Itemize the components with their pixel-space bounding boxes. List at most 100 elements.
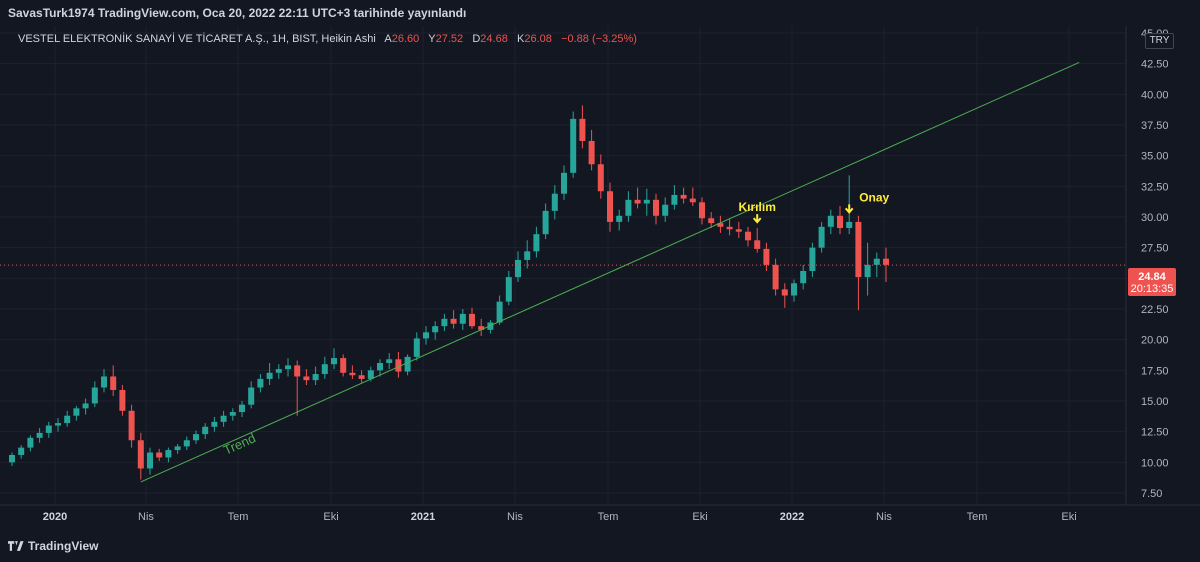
low-value: 24.68: [480, 33, 508, 45]
candle-body: [883, 258, 889, 265]
candle-body: [266, 372, 273, 379]
low-label: D: [472, 33, 481, 45]
candle-body: [864, 264, 871, 278]
candle-body: [202, 426, 209, 435]
trendline: [140, 61, 1080, 483]
high-value: 27.52: [435, 33, 464, 45]
footer-bar: [0, 530, 1200, 562]
tradingview-brand-text: TradingView: [28, 539, 99, 553]
candle-body: [211, 421, 218, 427]
candle-body: [156, 452, 163, 458]
candle-body: [800, 270, 807, 284]
candle-body: [561, 172, 567, 194]
candle-body: [128, 410, 135, 441]
candle-body: [505, 277, 512, 302]
candle-body: [165, 450, 172, 458]
time-axis[interactable]: 2020 Nis Tem Eki 2021 Nis Tem Eki 2022 Nis Tem Eki: [43, 511, 1077, 523]
x-tick-label: 2020: [43, 511, 67, 523]
candle-body: [404, 356, 411, 372]
close-label: K: [517, 33, 525, 45]
candle-body: [809, 247, 816, 271]
candle-body: [717, 223, 724, 227]
candle-body: [653, 199, 659, 216]
high-label: Y: [428, 33, 436, 45]
x-tick-label: Eki: [323, 511, 338, 523]
tradingview-logo-icon: [8, 541, 24, 551]
candle-body: [395, 359, 402, 372]
y-tick-label: 7.50: [1141, 488, 1162, 500]
price-chart[interactable]: Trend Kırılım Onay 7.50 10.00 12.50 15.00 17.5…: [0, 0, 1200, 530]
change-value: −0.88 (−3.25%): [561, 33, 637, 45]
open-value: 26.60: [391, 33, 420, 45]
y-tick-label: 10.00: [1141, 457, 1169, 469]
y-tick-label: 37.50: [1141, 120, 1169, 132]
candle-body: [873, 258, 880, 265]
x-tick-label: Tem: [967, 511, 988, 523]
candle-body: [285, 365, 291, 370]
candle-body: [597, 164, 604, 192]
symbol-legend: VESTEL ELEKTRONİK SANAYİ VE TİCARET A.Ş.…: [18, 33, 637, 45]
x-tick-label: 2022: [780, 511, 804, 523]
candle-body: [91, 387, 98, 404]
candle-body: [312, 374, 319, 381]
candle-body: [239, 404, 245, 413]
candle-body: [101, 376, 107, 388]
candle-body: [174, 446, 181, 451]
candle-body: [478, 326, 485, 330]
candle-body: [367, 370, 374, 379]
candle-body: [689, 198, 696, 203]
candle-body: [735, 229, 742, 232]
candle-body: [772, 264, 779, 290]
candle-body: [18, 447, 25, 455]
annotation-arrow-icon: [844, 204, 854, 214]
candle-body: [699, 202, 705, 219]
candle-body: [229, 412, 236, 416]
candle-body: [147, 452, 153, 469]
candle-body: [469, 313, 475, 327]
candle-body: [524, 251, 531, 260]
y-tick-label: 27.50: [1141, 243, 1169, 255]
price-badge-bg: [1128, 268, 1176, 296]
candle-body: [570, 118, 577, 173]
candle-body: [303, 376, 310, 381]
x-tick-label: 2021: [411, 511, 435, 523]
candle-body: [827, 215, 834, 227]
price-axis[interactable]: 7.5010.0012.5015.0017.5020.0022.5025.002…: [1141, 28, 1169, 500]
candle-body: [349, 372, 356, 376]
candle-body: [441, 318, 448, 327]
candle-body: [551, 193, 558, 211]
y-tick-label: 32.50: [1141, 181, 1169, 193]
x-tick-label: Nis: [507, 511, 523, 523]
candle-body: [386, 359, 393, 363]
candle-body: [680, 194, 687, 199]
candle-body: [708, 218, 715, 224]
y-tick-label: 15.00: [1141, 396, 1169, 408]
candle-body: [450, 318, 457, 324]
candle-body: [423, 332, 429, 339]
tradingview-logo[interactable]: TradingView: [8, 539, 98, 553]
candle-body: [27, 437, 34, 448]
candle-body: [726, 226, 733, 230]
candle-body: [82, 403, 89, 409]
candle-body: [321, 364, 328, 375]
annotation-arrow-icon: [752, 214, 762, 224]
candle-body: [193, 434, 199, 441]
candle-body: [377, 362, 383, 371]
currency-button[interactable]: TRY: [1145, 33, 1174, 49]
candle-body: [340, 358, 347, 373]
y-tick-label: 20.00: [1141, 335, 1169, 347]
candle-body: [763, 248, 770, 265]
candle-body: [818, 226, 825, 248]
publisher-text: SavasTurk1974 TradingView.com, Oca 20, 2…: [8, 6, 467, 20]
y-tick-label: 30.00: [1141, 212, 1169, 224]
candle-body: [137, 440, 144, 469]
candle-body: [183, 440, 190, 447]
annotation-label: Onay: [859, 190, 889, 204]
candle-body: [616, 215, 623, 222]
x-tick-label: Nis: [876, 511, 892, 523]
candle-body: [275, 369, 282, 373]
candle-body: [110, 376, 117, 390]
candle-body: [119, 389, 126, 411]
y-tick-label: 40.00: [1141, 89, 1169, 101]
y-tick-label: 17.50: [1141, 365, 1169, 377]
